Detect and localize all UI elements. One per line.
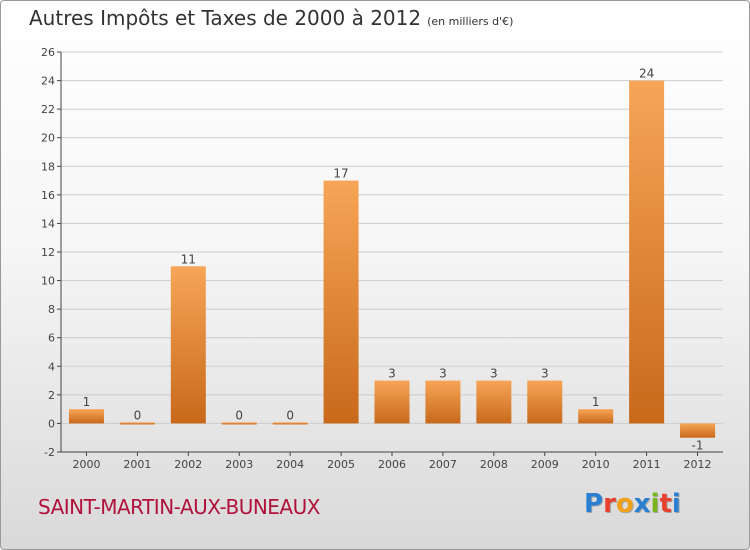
bar-layer: [68, 80, 716, 438]
bar: [170, 266, 206, 424]
bar: [68, 409, 104, 424]
bar-value-label: 3: [541, 367, 549, 381]
x-tick-label: 2010: [582, 458, 610, 471]
x-tick-label: 2006: [378, 458, 406, 471]
bar: [323, 180, 359, 424]
y-tick-label: 22: [41, 103, 55, 116]
bar: [374, 380, 410, 424]
y-tick-label: 6: [48, 332, 55, 345]
bar-value-label: 17: [333, 167, 348, 181]
bar-value-label: 0: [286, 408, 294, 422]
x-tick-label: 2001: [123, 458, 151, 471]
bar-value-label: 0: [235, 408, 243, 422]
bar: [476, 380, 512, 424]
brand-letter: o: [615, 489, 634, 519]
bar: [119, 422, 155, 425]
bar-value-label: 11: [181, 252, 196, 266]
x-tick-label: 2004: [276, 458, 304, 471]
y-tick-label: 0: [48, 417, 55, 430]
y-tick-label: 8: [48, 303, 55, 316]
bar-value-label: 1: [592, 395, 600, 409]
label-layer: 1 0 11 0 0 17 3 3 3 3 1 24 -1: [83, 67, 704, 453]
y-tick-label: 16: [41, 189, 55, 202]
bar: [221, 422, 257, 425]
x-tick-label: 2003: [225, 458, 253, 471]
bar-value-label: 1: [83, 395, 91, 409]
chart-title-text: Autres Impôts et Taxes de 2000 à 2012: [29, 6, 422, 30]
x-tick-label: 2012: [684, 458, 712, 471]
y-tick-label: 24: [41, 75, 55, 88]
bar: [680, 423, 716, 438]
y-tick-label: 4: [48, 360, 55, 373]
bar: [527, 380, 563, 424]
x-tick-label: 2009: [531, 458, 559, 471]
commune-name: SAINT-MARTIN-AUX-BUNEAUX: [38, 495, 320, 519]
y-tick-label: 14: [41, 217, 55, 230]
brand-letter: i: [650, 489, 660, 519]
chart-subtitle: (en milliers d'€): [427, 15, 514, 28]
brand-logo: Proxiti: [584, 489, 681, 519]
bar-value-label: 3: [388, 367, 396, 381]
bar: [425, 380, 461, 424]
x-tick-label: 2005: [327, 458, 355, 471]
bar-value-label: -1: [692, 439, 704, 453]
y-tick-label: 10: [41, 275, 55, 288]
bar-value-label: 3: [490, 367, 498, 381]
y-tick-label: 18: [41, 160, 55, 173]
brand-letter: t: [659, 489, 672, 519]
bar-value-label: 0: [134, 408, 142, 422]
y-tick-label: 12: [41, 246, 55, 259]
y-tick-label: 20: [41, 132, 55, 145]
x-tick-label: 2007: [429, 458, 457, 471]
bar: [629, 80, 665, 424]
y-tick-label: 26: [41, 46, 55, 59]
x-tick-label: 2008: [480, 458, 508, 471]
x-tick-label: 2011: [633, 458, 661, 471]
bar: [272, 422, 308, 425]
x-tick-label: 2000: [72, 458, 100, 471]
bar-value-label: 3: [439, 367, 447, 381]
brand-letter: x: [633, 489, 651, 519]
brand-letter: P: [584, 489, 604, 519]
x-tick-label: 2002: [174, 458, 202, 471]
bar-value-label: 24: [639, 67, 654, 81]
y-tick-label: 2: [48, 389, 55, 402]
bar: [578, 409, 614, 424]
y-tick-label: -2: [44, 446, 55, 459]
brand-letter: r: [603, 489, 616, 519]
chart-title: Autres Impôts et Taxes de 2000 à 2012 (en…: [29, 6, 513, 30]
brand-letter: i: [671, 489, 681, 519]
